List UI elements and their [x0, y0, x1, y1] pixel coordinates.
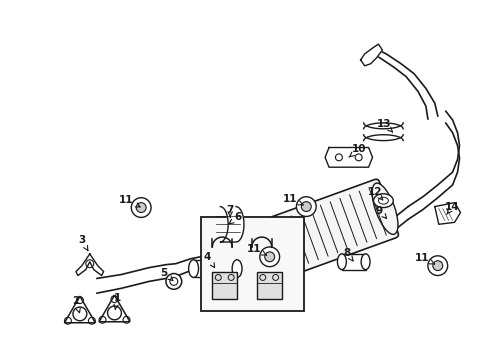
Circle shape [136, 203, 146, 212]
Polygon shape [360, 44, 382, 66]
Polygon shape [434, 203, 460, 224]
FancyBboxPatch shape [269, 179, 398, 275]
Text: 9: 9 [375, 206, 386, 219]
Ellipse shape [169, 278, 178, 285]
Bar [341, 254, 365, 270]
Ellipse shape [188, 260, 198, 278]
Text: 5: 5 [160, 267, 173, 281]
Ellipse shape [371, 183, 397, 234]
Circle shape [259, 247, 279, 267]
Circle shape [432, 261, 442, 271]
Circle shape [427, 256, 447, 275]
Text: 4: 4 [203, 252, 214, 267]
Circle shape [296, 197, 316, 216]
Text: 11: 11 [414, 253, 434, 264]
Text: 14: 14 [445, 202, 459, 214]
Ellipse shape [361, 254, 369, 270]
Text: 8: 8 [343, 248, 352, 261]
Text: 7: 7 [226, 204, 233, 217]
Ellipse shape [165, 274, 182, 289]
Text: 2: 2 [72, 296, 80, 313]
Ellipse shape [232, 260, 242, 278]
Text: 1: 1 [114, 293, 121, 309]
Text: 11: 11 [283, 194, 303, 205]
Bar [193, 260, 237, 278]
Circle shape [131, 198, 151, 217]
Polygon shape [325, 148, 372, 167]
FancyBboxPatch shape [212, 271, 237, 299]
FancyBboxPatch shape [256, 271, 281, 299]
Polygon shape [76, 254, 103, 275]
Text: 6: 6 [228, 212, 241, 224]
Polygon shape [220, 207, 244, 242]
Ellipse shape [378, 197, 387, 204]
Ellipse shape [337, 254, 346, 270]
Bar [200, 217, 304, 311]
Text: 12: 12 [367, 187, 382, 200]
Text: 3: 3 [78, 235, 88, 251]
Circle shape [264, 252, 274, 262]
Text: 10: 10 [348, 144, 365, 157]
Ellipse shape [269, 220, 295, 271]
Circle shape [301, 202, 310, 212]
Text: 11: 11 [119, 195, 140, 207]
Text: 13: 13 [376, 119, 392, 132]
Text: 11: 11 [246, 244, 266, 255]
Ellipse shape [373, 194, 392, 208]
